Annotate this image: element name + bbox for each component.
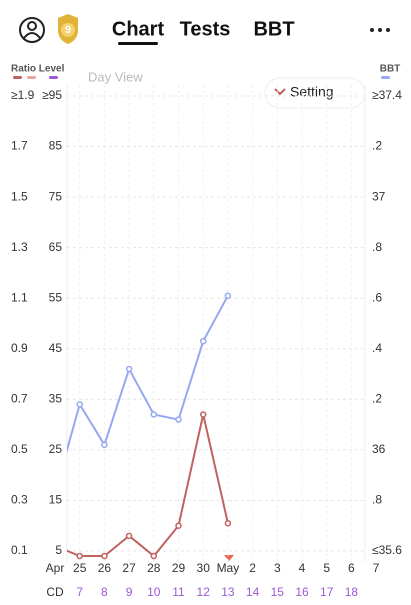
x-tick-label: 30 <box>197 561 211 575</box>
level-tick-label: 35 <box>49 392 63 406</box>
profile-icon[interactable] <box>19 17 45 43</box>
y2-tick-label: .8 <box>372 493 382 507</box>
y-tick-label: 1.5 <box>11 189 28 203</box>
x-tick-label: 2 <box>249 561 256 575</box>
cycle-day: 9 <box>126 585 133 599</box>
view-label: Day View <box>88 69 143 84</box>
y2-tick-label: .8 <box>372 240 382 254</box>
y-tick-label: 0.3 <box>11 493 28 507</box>
y-tick-label: ≥1.9 <box>11 88 35 102</box>
y-tick-label: 0.7 <box>11 392 28 406</box>
y-tick-label: 1.1 <box>11 290 28 304</box>
y-tick-label: 0.5 <box>11 442 28 456</box>
level-tick-label: 25 <box>49 442 63 456</box>
y2-tick-label: .2 <box>372 392 382 406</box>
setting-label: Setting <box>290 84 334 100</box>
cycle-day: 16 <box>295 585 309 599</box>
y2-tick-label: 36 <box>372 442 386 456</box>
data-point <box>150 552 158 560</box>
x-tick-label: Apr <box>46 561 65 575</box>
tab-underline <box>118 42 158 45</box>
x-tick-label: 7 <box>373 561 380 575</box>
series-line <box>67 414 229 558</box>
data-point <box>76 401 83 408</box>
legend-right: BBT <box>380 64 401 75</box>
data-point <box>199 411 207 418</box>
level-tick-label: 45 <box>49 341 63 355</box>
data-point <box>175 416 182 423</box>
setting-button[interactable]: Setting <box>264 77 366 109</box>
x-tick-label: 25 <box>73 561 87 575</box>
legend-swatch <box>27 76 36 79</box>
cycle-day: 10 <box>147 585 161 599</box>
today-marker <box>224 555 234 561</box>
series-line <box>67 295 229 454</box>
x-tick-label: May <box>217 561 240 575</box>
cycle-day: 18 <box>345 585 359 599</box>
y2-tick-label: .4 <box>372 341 382 355</box>
level-tick-label: 85 <box>49 139 63 153</box>
x-tick-label: 6 <box>348 561 355 575</box>
data-point <box>125 532 133 540</box>
legend-swatch <box>381 76 390 79</box>
cycle-day: 13 <box>221 585 235 599</box>
level-tick-label: 55 <box>49 290 63 304</box>
level-tick-label: 75 <box>49 189 63 203</box>
cycle-day: 14 <box>246 585 260 599</box>
legend-left: Ratio Level <box>11 64 65 75</box>
y-tick-label: 0.1 <box>11 543 28 557</box>
x-tick-label: 4 <box>299 561 306 575</box>
badge-number: 9 <box>65 24 71 36</box>
data-point <box>224 519 232 527</box>
y2-tick-label: .6 <box>372 290 382 304</box>
y-tick-label: 1.7 <box>11 139 28 153</box>
legend-swatch <box>49 76 58 79</box>
y2-tick-label: 37 <box>372 189 386 203</box>
more-menu[interactable] <box>370 28 390 32</box>
y-tick-label: 0.9 <box>11 341 28 355</box>
x-tick-label: 27 <box>122 561 136 575</box>
x-tick-label: 28 <box>147 561 161 575</box>
legend-swatch <box>13 76 22 79</box>
level-tick-label: 15 <box>49 493 63 507</box>
data-point <box>101 441 108 449</box>
cycle-day: 12 <box>197 585 211 599</box>
cycle-day: 8 <box>101 585 108 599</box>
y2-tick-label: ≥37.4 <box>372 88 402 102</box>
cd-label: CD <box>46 585 64 599</box>
cycle-day: 15 <box>271 585 285 599</box>
y2-tick-label: ≤35.6 <box>372 543 402 557</box>
tab[interactable]: BBT <box>253 18 294 40</box>
badge[interactable]: 9 <box>58 14 78 44</box>
data-point <box>224 292 232 299</box>
tab[interactable]: Chart <box>112 18 165 40</box>
x-tick-label: 3 <box>274 561 281 575</box>
data-point <box>125 365 133 373</box>
x-tick-label: 5 <box>323 561 330 575</box>
y-tick-label: 1.3 <box>11 240 28 254</box>
level-tick-label: 65 <box>49 240 63 254</box>
data-point <box>175 522 182 529</box>
plot <box>67 292 232 560</box>
level-tick-label: 5 <box>55 543 62 557</box>
cycle-day: 11 <box>172 585 185 599</box>
data-point <box>76 552 83 560</box>
data-point <box>199 337 207 345</box>
x-tick-label: 26 <box>98 561 112 575</box>
cycle-day: 17 <box>320 585 334 599</box>
data-point <box>150 411 158 418</box>
data-point <box>101 552 108 560</box>
x-tick-label: 29 <box>172 561 186 575</box>
cycle-day: 7 <box>76 585 83 599</box>
level-tick-label: ≥95 <box>42 88 62 102</box>
y2-tick-label: .2 <box>372 139 382 153</box>
tab[interactable]: Tests <box>180 18 231 40</box>
